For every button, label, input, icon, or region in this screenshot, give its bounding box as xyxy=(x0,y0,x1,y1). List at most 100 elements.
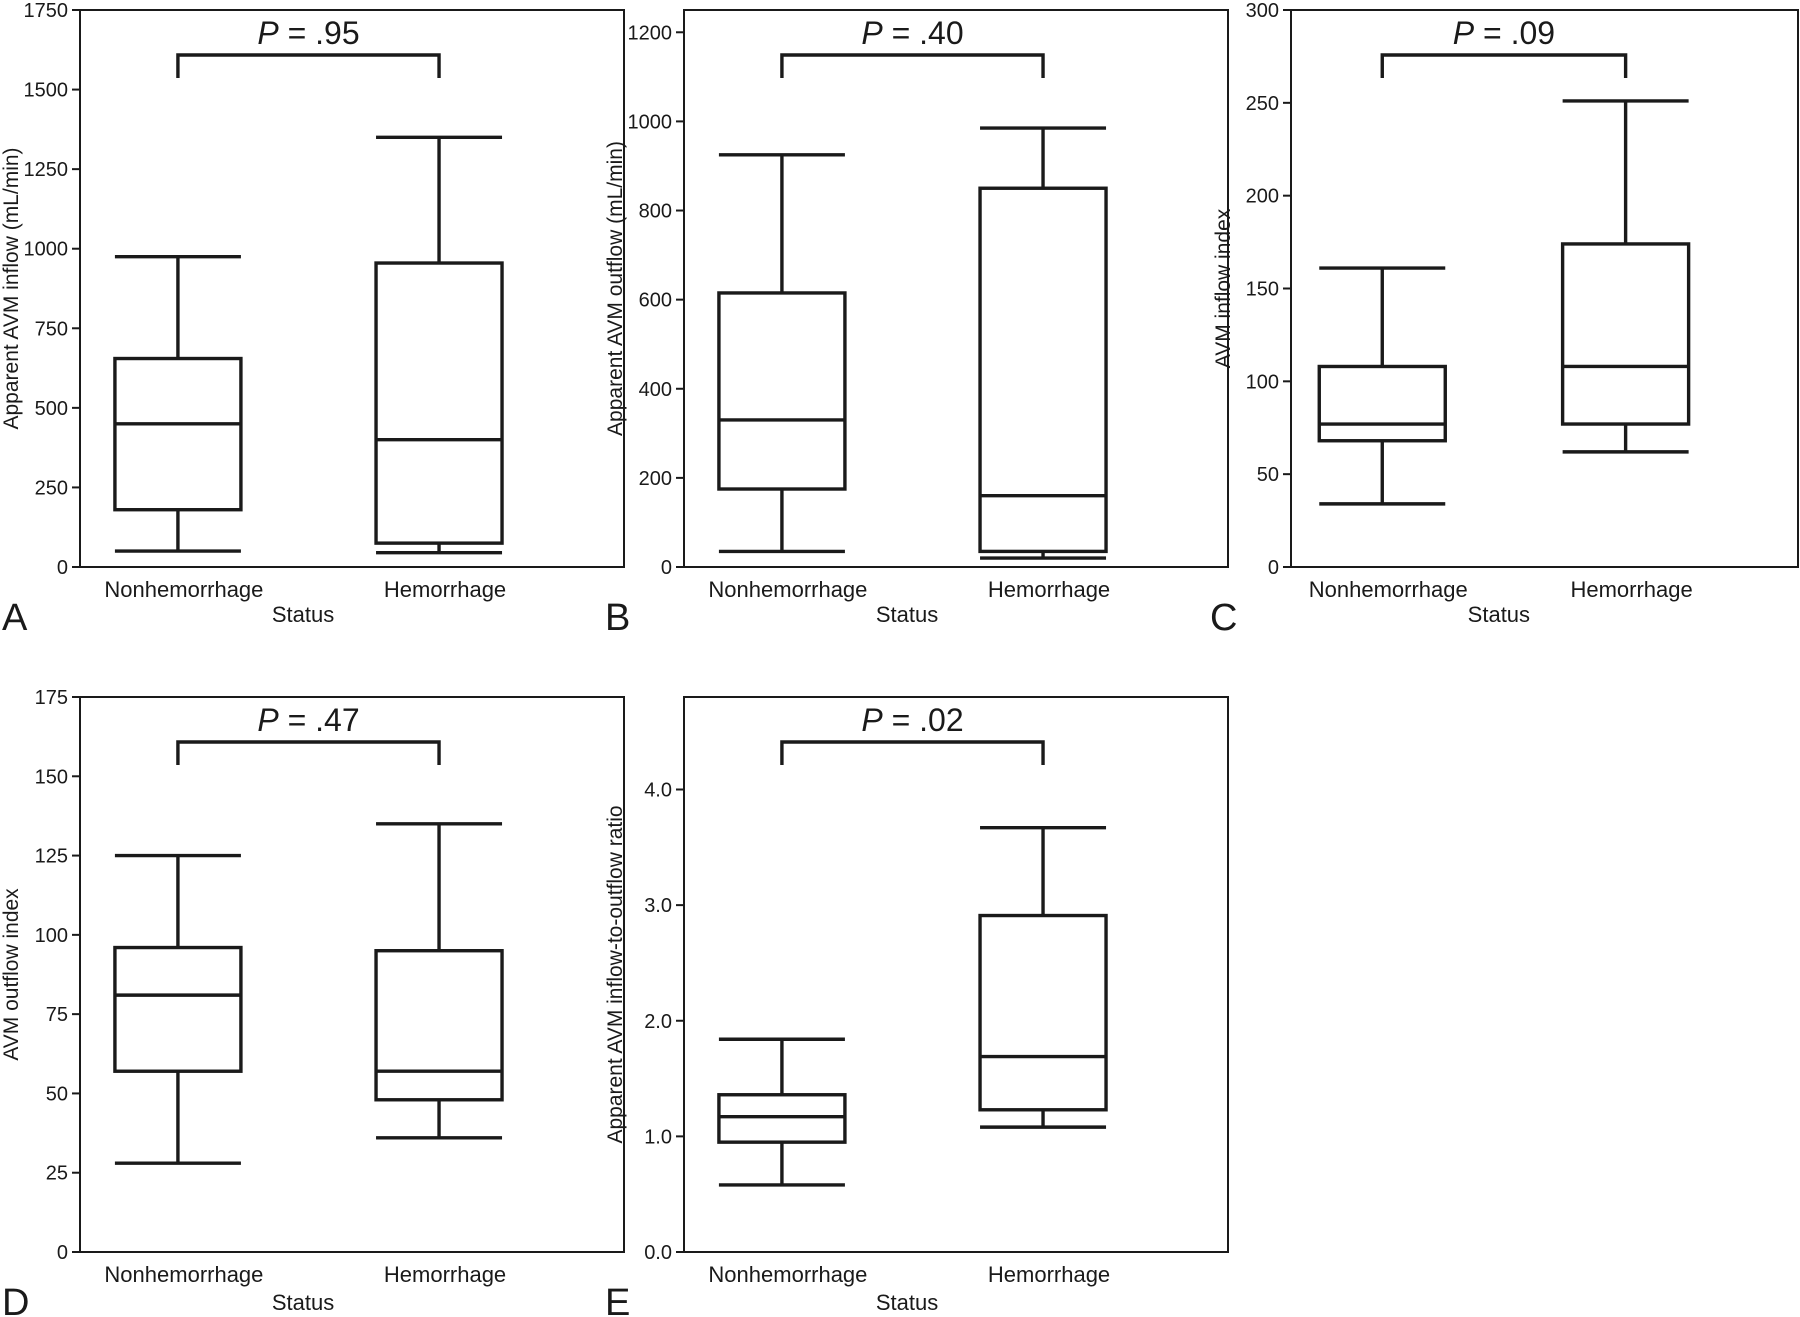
box-hemorrhage xyxy=(1563,101,1689,452)
panel-letter: A xyxy=(2,597,28,639)
iqr-box xyxy=(376,951,502,1100)
panel-letter: D xyxy=(2,1282,29,1317)
x-category-label: Hemorrhage xyxy=(988,577,1110,602)
iqr-box xyxy=(376,263,502,543)
y-tick-label: 75 xyxy=(46,1004,68,1026)
y-tick-label: 1250 xyxy=(24,159,69,181)
y-tick-label: 0 xyxy=(1268,557,1279,579)
y-axis-title: Apparent AVM inflow (mL/min) xyxy=(0,147,23,429)
p-value-label: P = .02 xyxy=(861,702,963,738)
y-tick-label: 150 xyxy=(35,766,68,788)
iqr-box xyxy=(115,948,241,1072)
x-axis-title: Status xyxy=(876,1290,938,1315)
significance-bracket xyxy=(178,742,439,765)
y-tick-label: 100 xyxy=(35,925,68,947)
y-tick-label: 150 xyxy=(1246,279,1279,301)
box-nonhemorrhage xyxy=(115,257,241,551)
y-tick-label: 50 xyxy=(46,1083,68,1105)
p-value-label: P = .47 xyxy=(257,702,359,738)
plot-frame xyxy=(684,697,1228,1252)
p-value-text: = .40 xyxy=(883,15,964,51)
y-axis-title: Apparent AVM outflow (mL/min) xyxy=(604,141,627,436)
box-hemorrhage xyxy=(376,137,502,552)
p-value-text: = .95 xyxy=(279,15,360,51)
iqr-box xyxy=(1563,244,1689,424)
panel-letter: C xyxy=(1210,597,1237,639)
y-tick-label: 1500 xyxy=(24,80,69,102)
p-value-label: P = .95 xyxy=(257,15,359,51)
p-value-text: = .02 xyxy=(883,702,964,738)
y-tick-label: 500 xyxy=(35,398,68,420)
y-tick-label: 0 xyxy=(57,557,68,579)
p-symbol: P xyxy=(257,15,279,51)
y-tick-label: 4.0 xyxy=(644,780,672,802)
significance-bracket xyxy=(1382,55,1625,78)
box-hemorrhage xyxy=(980,828,1106,1127)
p-symbol: P xyxy=(861,15,883,51)
x-category-label: Hemorrhage xyxy=(384,577,506,602)
x-category-label: Nonhemorrhage xyxy=(708,1262,867,1287)
p-value-text: = .09 xyxy=(1474,15,1555,51)
figure: 02505007501000125015001750Apparent AVM i… xyxy=(0,0,1800,1317)
y-tick-label: 1000 xyxy=(628,111,673,133)
y-axis-title: AVM outflow index xyxy=(0,888,23,1061)
p-value-label: P = .09 xyxy=(1453,15,1555,51)
y-tick-label: 125 xyxy=(35,846,68,868)
panel-letter: B xyxy=(605,597,630,639)
significance-bracket xyxy=(178,55,439,78)
y-tick-label: 250 xyxy=(35,477,68,499)
x-axis-title: Status xyxy=(272,602,334,627)
x-category-label: Nonhemorrhage xyxy=(1309,577,1468,602)
p-value-text: = .47 xyxy=(279,702,360,738)
p-symbol: P xyxy=(257,702,279,738)
y-tick-label: 2.0 xyxy=(644,1011,672,1033)
y-tick-label: 3.0 xyxy=(644,895,672,917)
y-tick-label: 250 xyxy=(1246,93,1279,115)
y-tick-label: 1750 xyxy=(24,0,69,22)
significance-bracket xyxy=(782,55,1043,78)
box-nonhemorrhage xyxy=(115,856,241,1164)
p-symbol: P xyxy=(861,702,883,738)
x-category-label: Hemorrhage xyxy=(988,1262,1110,1287)
y-tick-label: 0.0 xyxy=(644,1242,672,1264)
panel-d: 0 25 50 75 100 125 150 175 AVM outflow index Nonh… xyxy=(0,687,624,1317)
panel-letter: E xyxy=(605,1282,630,1317)
plot-frame xyxy=(1291,10,1798,567)
x-category-label: Nonhemorrhage xyxy=(708,577,867,602)
y-tick-label: 175 xyxy=(35,687,68,709)
x-category-label: Hemorrhage xyxy=(1570,577,1692,602)
y-tick-label: 1000 xyxy=(24,239,69,261)
panel-b: 0 200 400 600 800 1000 1200 Apparent AVM outflo… xyxy=(604,10,1228,639)
y-tick-label: 300 xyxy=(1246,0,1279,22)
panel-e: 0.0 1.0 2.0 3.0 4.0 Apparent AVM inflow-to-ou… xyxy=(604,697,1228,1317)
y-tick-label: 50 xyxy=(1257,464,1279,486)
iqr-box xyxy=(1319,366,1445,440)
y-tick-label: 600 xyxy=(639,290,672,312)
y-tick-label: 200 xyxy=(639,468,672,490)
p-value-label: P = .40 xyxy=(861,15,963,51)
iqr-box xyxy=(719,293,845,489)
y-axis-title: AVM inflow index xyxy=(1212,208,1235,368)
box-nonhemorrhage xyxy=(1319,268,1445,504)
y-tick-label: 100 xyxy=(1246,371,1279,393)
y-tick-label: 1.0 xyxy=(644,1126,672,1148)
panel-a: 0 250 500 750 1000 1250 1500 1750 Apparent AVM i… xyxy=(0,0,624,639)
y-tick-label: 25 xyxy=(46,1163,68,1185)
x-axis-title: Status xyxy=(1468,602,1530,627)
iqr-box xyxy=(115,359,241,510)
x-axis-title: Status xyxy=(876,602,938,627)
x-axis-title: Status xyxy=(272,1290,334,1315)
y-tick-label: 0 xyxy=(661,557,672,579)
y-tick-label: 200 xyxy=(1246,186,1279,208)
iqr-box xyxy=(719,1095,845,1142)
y-tick-label: 750 xyxy=(35,318,68,340)
y-axis-title: Apparent AVM inflow-to-outflow ratio xyxy=(604,805,627,1143)
x-category-label: Nonhemorrhage xyxy=(104,1262,263,1287)
box-nonhemorrhage xyxy=(719,155,845,552)
box-hemorrhage xyxy=(980,128,1106,558)
y-tick-label: 0 xyxy=(57,1242,68,1264)
box-hemorrhage xyxy=(376,824,502,1138)
y-tick-label: 800 xyxy=(639,201,672,223)
box-nonhemorrhage xyxy=(719,1039,845,1185)
y-tick-label: 400 xyxy=(639,379,672,401)
